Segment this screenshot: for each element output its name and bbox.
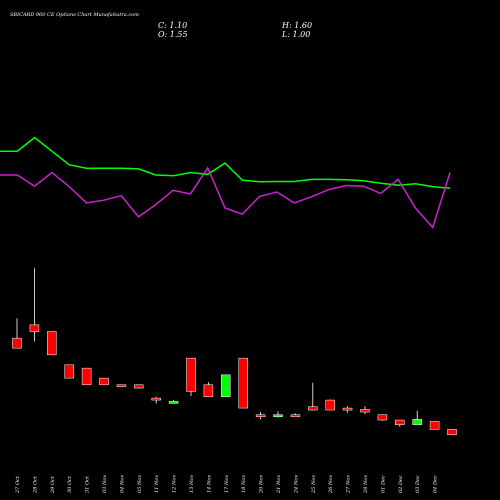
x-tick-label: 03 Nov	[102, 475, 108, 493]
candle-body	[290, 414, 301, 417]
candle-body	[64, 364, 74, 379]
indicator-lines	[0, 136, 451, 229]
x-tick-label: 04 Dec	[433, 475, 439, 493]
high-value: H: 1.60	[281, 21, 312, 30]
candles-group	[12, 268, 457, 435]
candle-body	[99, 377, 109, 386]
x-tick-label: 31 Oct	[85, 475, 91, 493]
candle-body	[238, 357, 248, 409]
candle-body	[203, 384, 214, 398]
magenta-indicator-line	[0, 166, 451, 229]
x-tick-label: 02 Dec	[398, 475, 404, 493]
x-tick-label: 12 Nov	[172, 475, 178, 493]
candle-body	[116, 384, 127, 388]
candle-body	[377, 414, 388, 421]
x-tick-label: 03 Dec	[415, 475, 421, 493]
candle-body	[273, 414, 283, 417]
candle-body	[221, 374, 231, 398]
x-tick-label: 04 Nov	[119, 475, 125, 493]
x-tick-label: 28 Nov	[363, 475, 369, 494]
candle-body	[412, 419, 422, 425]
x-tick-label: 21 Nov	[276, 475, 282, 494]
green-indicator-line	[0, 136, 451, 190]
low-value: L: 1.00	[281, 30, 310, 39]
candle-body	[342, 407, 353, 411]
x-tick-label: 17 Nov	[224, 475, 230, 493]
chart-title: SBICARD 960 CE Options Chart MunafaSutra…	[10, 12, 139, 18]
candle-body	[47, 331, 57, 356]
open-value: O: 1.55	[158, 30, 188, 39]
x-tick-label: 28 Oct	[32, 475, 38, 494]
candle-body	[325, 399, 335, 411]
candle-body	[447, 429, 457, 435]
x-tick-label: 14 Nov	[206, 475, 212, 493]
candle-body	[151, 397, 161, 401]
x-tick-label: 18 Nov	[241, 475, 247, 493]
x-tick-label: 24 Nov	[293, 475, 299, 494]
candle-body	[29, 324, 40, 332]
x-tick-label: 05 Nov	[137, 475, 143, 493]
candle-body	[81, 367, 92, 386]
candle-body	[395, 419, 405, 425]
x-tick-label: 13 Nov	[189, 475, 195, 493]
candle-body	[134, 384, 144, 389]
x-tick-label: 27 Oct	[15, 475, 21, 494]
candle-body	[168, 401, 179, 404]
x-tick-label: 01 Dec	[380, 475, 386, 493]
x-tick-label: 27 Nov	[346, 475, 352, 494]
candle-body	[360, 409, 370, 413]
candle-body	[255, 414, 266, 417]
candle-body	[308, 406, 318, 411]
x-tick-label: 25 Nov	[311, 475, 317, 494]
x-tick-label: 30 Oct	[67, 475, 73, 493]
x-tick-labels: 27 Oct 28 Oct 29 Oct 30 Oct 31 Oct 03 Nov 04 N…	[15, 475, 439, 494]
x-tick-label: 26 Nov	[328, 475, 334, 494]
close-value: C: 1.10	[158, 21, 187, 30]
x-tick-label: 11 Nov	[154, 475, 160, 493]
candle-body	[186, 357, 196, 392]
x-tick-label: 20 Nov	[259, 475, 265, 494]
x-tick-label: 29 Oct	[50, 475, 56, 494]
candle-body	[12, 337, 22, 349]
candle-body	[429, 421, 440, 430]
